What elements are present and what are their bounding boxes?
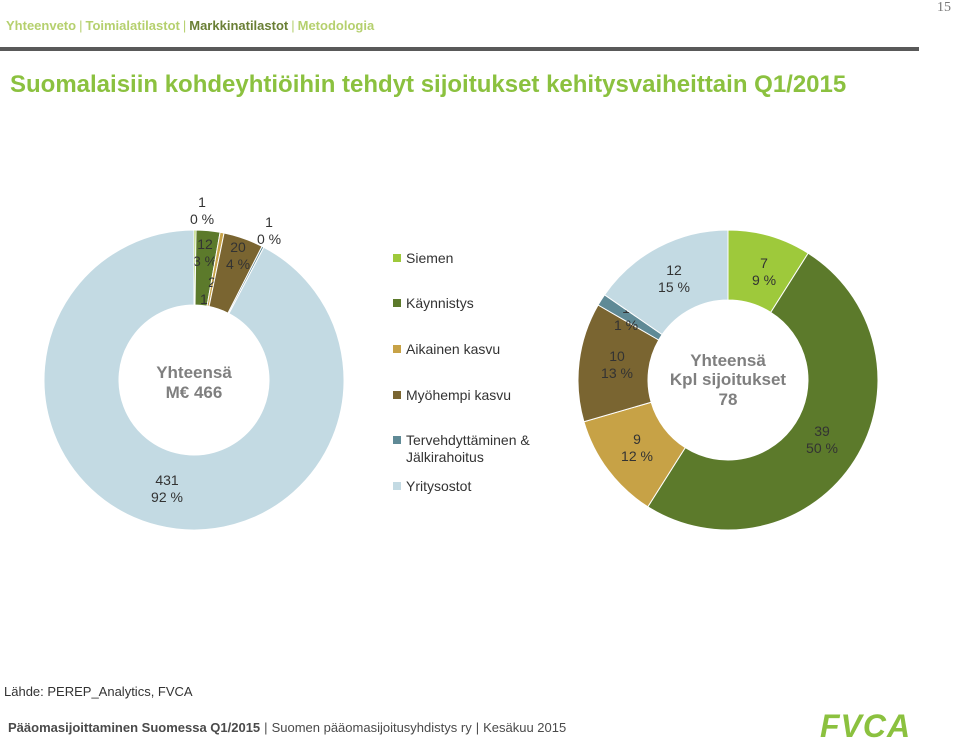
legend-swatch-siemen	[393, 254, 401, 262]
donut2-percent-label-aikainen-kasvu: 12 %	[621, 448, 653, 464]
donut1-percent-label-k-ynnistys: 3 %	[193, 253, 217, 269]
legend-swatch-myohempi-kasvu	[393, 391, 401, 399]
donut1-center-label-line2: M€ 466	[166, 383, 223, 402]
donut1-percent-label-tervehdytt-minen-j-lkirahoitus: 0 %	[257, 231, 281, 247]
top-navigation: Yhteenveto | Toimialatilastot | Markkinatila…	[6, 18, 374, 33]
legend-swatch-aikainen-kasvu	[393, 345, 401, 353]
donut1-value-label-yritysostot: 431	[155, 472, 179, 488]
donut1-value-label-k-ynnistys: 12	[197, 236, 213, 252]
donut2-value-label-siemen: 7	[760, 255, 768, 271]
donut2-percent-label-tervehdytt-minen-j-lkirahoitus: 1 %	[614, 317, 638, 333]
donut2-value-label-aikainen-kasvu: 9	[633, 431, 641, 447]
footer-date: Kesäkuu 2015	[483, 720, 567, 735]
footer-separator: |	[475, 720, 480, 735]
donut1-value-label-my-hempi-kasvu: 20	[230, 239, 246, 255]
donut2-center-label-line1: Yhteensä	[690, 351, 766, 370]
footer-organization: Suomen pääomasijoitusyhdistys ry	[271, 720, 472, 735]
source-note: Lähde: PEREP_Analytics, FVCA	[4, 684, 193, 699]
donut2-value-label-k-ynnistys: 39	[814, 423, 830, 439]
page-number: 15	[937, 0, 951, 15]
donut2-percent-label-my-hempi-kasvu: 13 %	[601, 365, 633, 381]
nav-item-toimialatilastot[interactable]: Toimialatilastot	[85, 18, 180, 33]
legend-label-myohempi-kasvu: Myöhempi kasvu	[406, 387, 512, 403]
footer-report-name: Pääomasijoittaminen Suomessa Q1/2015	[8, 720, 261, 735]
nav-separator: |	[182, 18, 187, 33]
donut2-slice-yritysostot	[603, 229, 729, 336]
legend-label-tervehdyttaminen-line1: Tervehdyttäminen &	[406, 432, 530, 448]
legend-swatch-kaynnistys	[393, 299, 401, 307]
donut1-center-label-line1: Yhteensä	[156, 363, 232, 382]
donut1-percent-label-yritysostot: 92 %	[151, 489, 183, 505]
nav-separator: |	[291, 18, 295, 33]
footer: Pääomasijoittaminen Suomessa Q1/2015 | Suo…	[8, 720, 566, 735]
donut2-value-label-my-hempi-kasvu: 10	[609, 348, 625, 364]
legend-swatch-tervehdyttaminen	[393, 436, 401, 444]
nav-item-metodologia[interactable]: Metodologia	[297, 18, 375, 33]
donut1-value-label-tervehdytt-minen-j-lkirahoitus: 1	[265, 214, 273, 230]
donut1-percent-label-siemen: 0 %	[190, 211, 214, 227]
donut1-value-label-aikainen-kasvu: 2	[208, 274, 216, 290]
legend-label-tervehdyttaminen-line2: Jälkirahoitus	[406, 449, 484, 465]
legend-label-kaynnistys: Käynnistys	[406, 295, 474, 311]
donut1-slice-yritysostot	[43, 229, 345, 531]
legend-label-yritysostot: Yritysostot	[406, 478, 472, 494]
donut1-percent-label-my-hempi-kasvu: 4 %	[226, 256, 250, 272]
nav-item-markkinatilastot[interactable]: Markkinatilastot	[189, 18, 289, 33]
donut2-value-label-yritysostot: 12	[666, 262, 682, 278]
donut1-value-label-siemen: 1	[198, 194, 206, 210]
legend-label-siemen: Siemen	[406, 250, 454, 266]
page-title: Suomalaisiin kohdeyhtiöihin tehdyt sijoi…	[10, 71, 847, 98]
donut2-percent-label-siemen: 9 %	[752, 272, 776, 288]
nav-item-yhteenveto[interactable]: Yhteenveto	[6, 18, 77, 33]
donut2-percent-label-yritysostot: 15 %	[658, 279, 690, 295]
donut2-center-label-line3: 78	[719, 390, 738, 409]
fvca-logo: FVCA	[820, 708, 912, 744]
donut2-percent-label-k-ynnistys: 50 %	[806, 440, 838, 456]
legend-label-aikainen-kasvu: Aikainen kasvu	[406, 341, 501, 357]
footer-separator: |	[264, 720, 268, 735]
header-divider	[0, 47, 919, 51]
donut2-slice-k-ynnistys	[647, 252, 879, 531]
nav-separator: |	[79, 18, 83, 33]
legend-label-tervehdyttaminen: Tervehdyttäminen & Jälkirahoitus	[406, 432, 530, 466]
donut2-center-label-line2: Kpl sijoitukset	[670, 370, 787, 389]
legend-swatch-yritysostot	[393, 482, 401, 490]
